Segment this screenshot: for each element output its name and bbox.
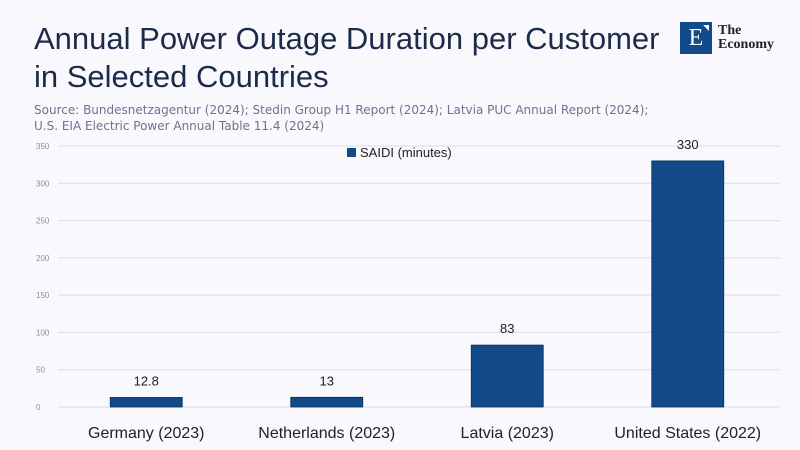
legend-swatch bbox=[347, 148, 356, 157]
y-tick-label: 300 bbox=[36, 179, 50, 188]
bar bbox=[651, 160, 725, 408]
bar bbox=[290, 396, 364, 408]
data-label: 12.8 bbox=[134, 373, 159, 388]
x-tick-label: Netherlands (2023) bbox=[258, 425, 395, 442]
chart-title: Annual Power Outage Duration per Custome… bbox=[34, 20, 660, 96]
data-label: 330 bbox=[677, 137, 699, 152]
data-label: 13 bbox=[320, 373, 334, 388]
legend-label: SAIDI (minutes) bbox=[360, 145, 452, 160]
y-tick-label: 50 bbox=[36, 366, 45, 375]
the-economy-logo: E The Economy bbox=[680, 22, 774, 54]
y-tick-label: 0 bbox=[36, 403, 41, 412]
title-line-1: Annual Power Outage Duration per Custome… bbox=[34, 21, 660, 56]
bar bbox=[109, 397, 183, 408]
y-tick-label: 150 bbox=[36, 291, 50, 300]
logo-icon: E bbox=[680, 22, 712, 54]
logo-text-1: The bbox=[718, 23, 742, 38]
x-tick-label: United States (2022) bbox=[614, 425, 761, 442]
data-label: 83 bbox=[500, 321, 514, 336]
y-tick-label: 350 bbox=[36, 142, 50, 151]
y-tick-label: 250 bbox=[36, 217, 50, 226]
y-tick-label: 100 bbox=[36, 328, 50, 337]
title-line-2: in Selected Countries bbox=[34, 59, 329, 94]
bar bbox=[470, 344, 544, 408]
source-note: Source: Bundesnetzagentur (2024); Stedin… bbox=[34, 103, 649, 133]
x-tick-label: Latvia (2023) bbox=[461, 425, 554, 442]
logo-text-2: Economy bbox=[718, 37, 774, 52]
y-tick-label: 200 bbox=[36, 254, 50, 263]
x-tick-label: Germany (2023) bbox=[88, 425, 205, 442]
